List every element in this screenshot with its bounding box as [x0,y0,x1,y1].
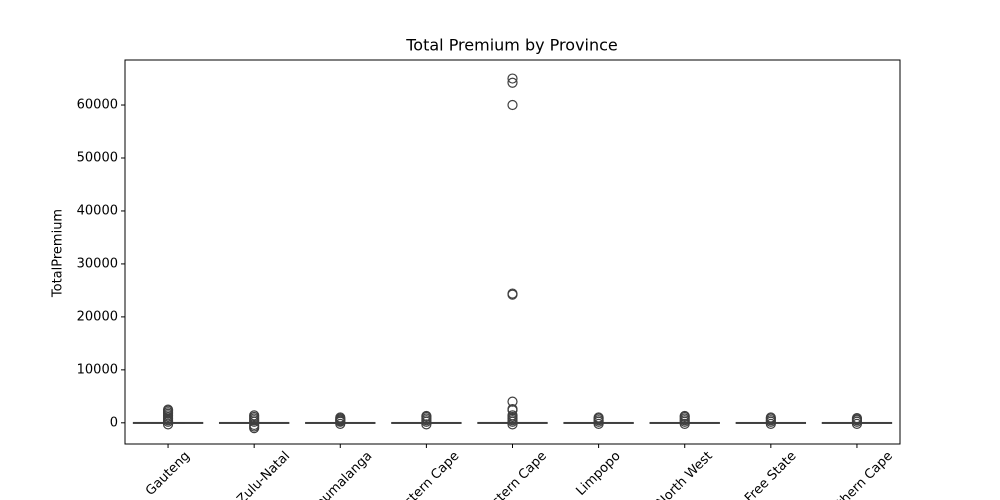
x-tick-label: Northern Cape [818,449,896,500]
y-tick-label: 10000 [77,362,118,377]
outlier [421,410,432,422]
outlier [507,403,518,415]
outlier [335,412,346,423]
y-tick-label: 40000 [77,203,118,218]
outlier [162,404,174,415]
y-tick-label: 0 [110,415,118,430]
chart-title: Total Premium by Province [405,36,618,55]
outlier [593,412,604,423]
x-tick-label: North West [654,449,716,500]
outlier [851,412,863,424]
outlier [507,77,518,88]
outlier [507,73,518,84]
outlier [507,288,518,299]
y-tick-label: 30000 [77,256,118,271]
x-tick-label: Free State [742,449,799,500]
x-tick-label: Limpopo [574,449,624,499]
x-tick-label: Mpumalanga [305,449,375,500]
x-tick-label: KwaZulu-Natal [215,449,293,500]
x-tick-label: Western Cape [475,449,550,500]
y-tick-label: 50000 [77,150,118,165]
x-tick-label: Eastern Cape [390,449,462,500]
outlier [679,410,690,422]
plot-frame [124,59,901,445]
outlier [765,412,776,423]
outlier [249,410,260,421]
outlier [507,410,518,421]
y-axis-label: TotalPremium [51,209,66,298]
outlier [507,396,518,407]
y-tick-label: 20000 [77,309,118,324]
y-tick-label: 60000 [77,98,118,113]
x-tick-label: Gauteng [143,449,193,499]
outlier [507,99,518,111]
